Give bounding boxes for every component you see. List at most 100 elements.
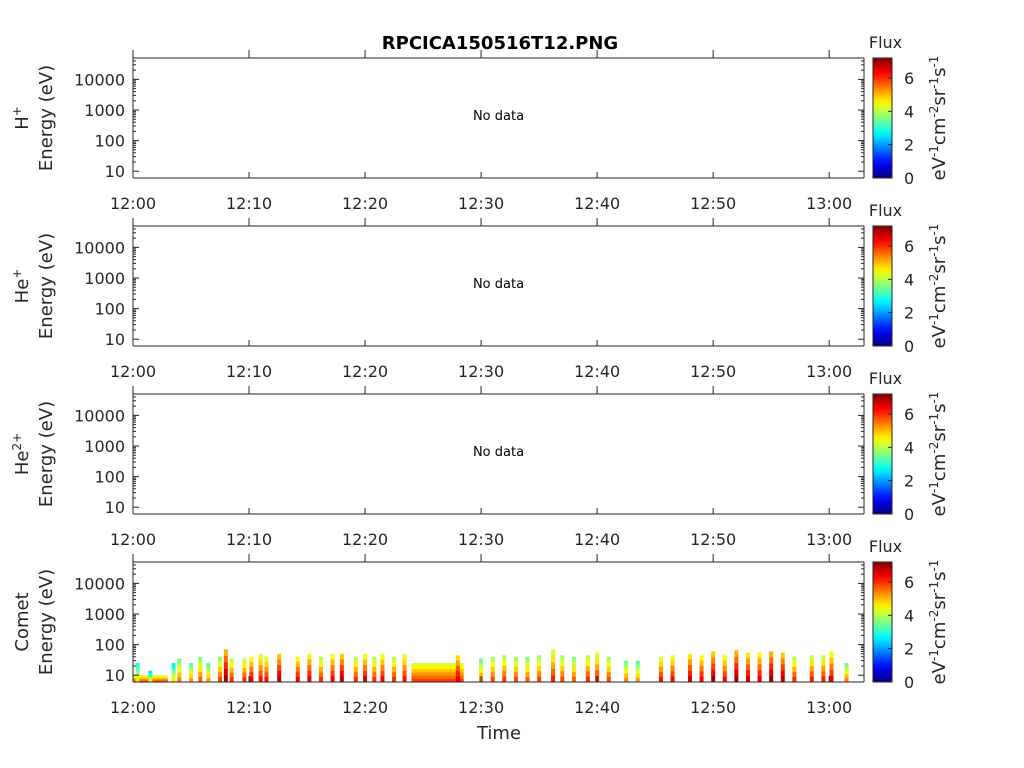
y-tick-label: 10000 (74, 406, 125, 425)
unit-exponent: -1 (927, 649, 941, 661)
flux-burst (277, 670, 282, 677)
flux-burst (780, 676, 785, 682)
panel-1: No data 12:00 12:10 12:20 12:30 12:40 12:50 13:… (10, 33, 950, 213)
flux-burst (670, 660, 675, 667)
flux-burst (560, 671, 565, 678)
flux-burst (670, 671, 675, 678)
flux-burst (745, 658, 750, 665)
flux-burst (809, 676, 814, 682)
flux-burst (353, 666, 358, 673)
x-tick-label: 12:00 (110, 530, 156, 549)
flux-burst (821, 665, 826, 672)
flux-burst (307, 676, 312, 682)
x-tick-label: 12:50 (690, 698, 736, 717)
x-tick-label: 13:00 (806, 530, 852, 549)
flux-burst (780, 664, 785, 671)
flux-burst (264, 671, 269, 678)
flux-burst (780, 658, 785, 665)
flux-burst (513, 656, 518, 663)
flux-burst (757, 670, 762, 677)
flux-burst (537, 665, 542, 672)
flux-burst (330, 653, 335, 660)
y-tick-label: 10 (105, 498, 125, 517)
energy-axis-label: Energy (eV) (36, 401, 57, 507)
x-tick-label: 12:40 (574, 362, 620, 381)
flux-burst (606, 671, 611, 678)
flux-band (411, 672, 464, 677)
flux-burst (218, 676, 223, 682)
flux-burst (277, 659, 282, 666)
unit-exponent: -1 (927, 313, 941, 325)
flux-burst (363, 653, 368, 660)
flux-burst (792, 671, 797, 678)
unit-base: cm (929, 286, 950, 313)
y-tick-label: 100 (94, 636, 125, 655)
colorbar-tick-label: 4 (904, 102, 914, 121)
flux-burst (206, 666, 211, 672)
flux-burst (571, 666, 576, 673)
flux-burst (392, 676, 397, 682)
flux-burst (223, 662, 228, 670)
colorbar-title: Flux (869, 369, 902, 388)
flux-burst (258, 665, 263, 672)
x-tick-label: 12:20 (342, 530, 388, 549)
flux-burst (658, 671, 663, 678)
figure-title: RPCICA150516T12.PNG (382, 33, 618, 54)
no-data-label: No data (473, 277, 524, 292)
flux-burst (318, 676, 323, 682)
y-tick-label: 1000 (84, 269, 125, 288)
species-label: He2+ (10, 433, 33, 475)
flux-burst (525, 656, 530, 663)
flux-burst (537, 676, 542, 682)
flux-burst (606, 676, 611, 682)
flux-burst (380, 665, 385, 672)
flux-burst (330, 659, 335, 666)
flux-burst (757, 658, 762, 665)
flux-burst (821, 676, 826, 682)
flux-burst (242, 663, 247, 669)
colorbar-title: Flux (869, 537, 902, 556)
flux-burst (624, 673, 629, 679)
unit-base: sr (929, 424, 950, 441)
unit-base: cm (929, 622, 950, 649)
colorbar-title: Flux (869, 201, 902, 220)
flux-burst (171, 670, 176, 675)
x-tick-label: 12:30 (458, 698, 504, 717)
flux-burst (198, 671, 203, 678)
y-tick-label: 10000 (74, 238, 125, 257)
flux-burst (687, 653, 692, 660)
flux-burst (792, 661, 797, 668)
flux-burst (380, 659, 385, 666)
flux-burst (571, 671, 576, 678)
flux-burst (722, 665, 727, 672)
flux-burst (171, 678, 176, 682)
flux-burst (635, 677, 640, 682)
unit-exponent: -1 (927, 245, 941, 257)
flux-burst (189, 674, 194, 679)
flux-burst (295, 676, 300, 682)
flux-burst (258, 659, 263, 666)
flux-burst (699, 676, 704, 682)
flux-burst (525, 666, 530, 673)
x-tick-label: 12:30 (458, 530, 504, 549)
flux-burst (372, 666, 377, 673)
flux-burst (687, 659, 692, 666)
flux-burst (402, 653, 407, 660)
x-tick-label: 12:10 (226, 362, 272, 381)
colorbar (872, 225, 893, 347)
flux-burst (624, 664, 629, 670)
flux-burst (330, 665, 335, 672)
species-base: H (12, 116, 33, 130)
y-tick-label: 100 (94, 300, 125, 319)
unit-exponent: -1 (927, 56, 941, 68)
flux-burst (670, 655, 675, 662)
x-tick-label: 12:50 (690, 194, 736, 213)
flux-burst (722, 671, 727, 678)
x-tick-label: 12:00 (110, 194, 156, 213)
flux-burst (148, 677, 153, 681)
flux-burst (318, 671, 323, 678)
panel-4: 12:00 12:10 12:20 12:30 12:40 12:50 13:00 10 100… (12, 537, 950, 717)
no-data-label: No data (473, 445, 524, 460)
flux-burst (307, 653, 312, 660)
flux-burst (206, 674, 211, 679)
